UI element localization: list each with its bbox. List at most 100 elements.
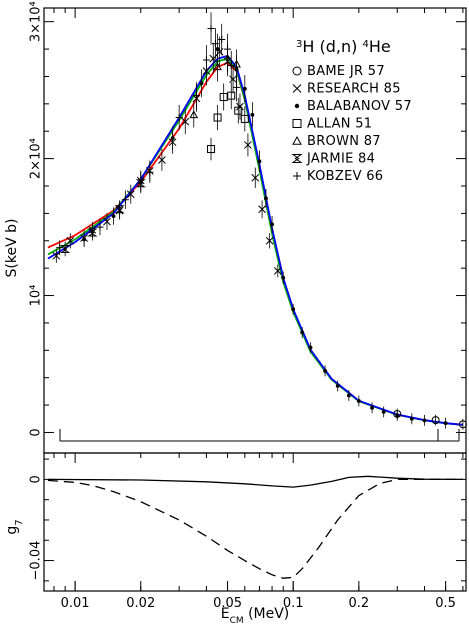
x-tick-label: 0.02 xyxy=(126,596,155,611)
data-point-dot xyxy=(257,159,262,164)
legend-symbol-square xyxy=(292,119,302,128)
data-point-dot xyxy=(111,214,116,219)
data-point-dot xyxy=(199,81,204,86)
data-point-cross xyxy=(251,173,260,182)
bottom-plot-frame xyxy=(43,452,467,592)
data-point-dot xyxy=(291,307,296,312)
data-point-cross xyxy=(126,190,135,199)
data-point-dot xyxy=(422,418,427,423)
data-point-cross xyxy=(52,251,61,260)
data-point-cross xyxy=(229,75,237,84)
y-axis-label-bottom: g7 xyxy=(4,519,25,534)
legend-label: JARMIE 84 xyxy=(306,152,375,167)
top-data-points xyxy=(52,12,467,430)
legend-label: RESEARCH 85 xyxy=(307,82,401,97)
data-point-hourglass xyxy=(87,228,98,237)
legend-label: BAME JR 57 xyxy=(307,64,385,79)
data-point-plus xyxy=(56,244,64,252)
data-point-plus xyxy=(175,114,183,122)
data-point-plus xyxy=(218,35,226,43)
data-point-cross xyxy=(181,117,190,126)
data-point-square xyxy=(227,91,236,100)
data-point-hourglass xyxy=(114,205,125,214)
y-tick-label-bottom: −0.04 xyxy=(29,541,44,581)
y-tick-label-top: 10⁴ xyxy=(29,285,44,307)
data-point-cross xyxy=(158,156,166,164)
data-point-dot xyxy=(323,368,327,373)
g7-curve-dashed xyxy=(47,478,463,579)
data-point-plus xyxy=(96,223,104,231)
data-point-square xyxy=(213,113,222,122)
data-point-cross xyxy=(244,141,252,149)
top-x-ticks xyxy=(53,8,464,442)
data-point-dot xyxy=(300,330,305,335)
legend-symbol-circle xyxy=(292,66,302,76)
y-tick-label-top: 0 xyxy=(29,428,44,436)
legend-label: BALABANOV 57 xyxy=(307,99,412,114)
legend-symbol-cross xyxy=(292,84,302,93)
data-point-square xyxy=(219,93,228,101)
chart-title: 3H (d,n) 4He xyxy=(296,37,391,56)
x-tick-label: 0.01 xyxy=(61,596,90,611)
data-point-plus xyxy=(207,25,215,33)
data-point-dot xyxy=(215,47,220,52)
data-point-dot xyxy=(335,383,340,388)
data-point-plus xyxy=(227,62,235,70)
x-tick-label: 0.2 xyxy=(348,596,369,611)
top-panel: 3H (d,n) 4He S(keV b) 0 10⁴ 2×10⁴ 3×10⁴ BAM… xyxy=(4,1,467,454)
data-point-cross xyxy=(66,236,75,245)
data-point-dot xyxy=(356,399,361,403)
bottom-ticks: 0.01 0.02 0.05 0.1 0.2 0.5 0 −0.04 xyxy=(29,453,466,611)
y-axis-label-top: S(keV b) xyxy=(4,219,20,278)
data-point-dot xyxy=(381,409,386,414)
data-point-dot xyxy=(308,345,313,350)
data-point-dot xyxy=(370,405,375,410)
y-tick-label-bottom: 0 xyxy=(29,475,44,483)
data-point-dot xyxy=(346,393,351,398)
data-point-dot xyxy=(170,136,175,141)
legend-symbol-triangle xyxy=(292,135,302,145)
data-point-dot xyxy=(443,421,448,426)
x-tick-label: 0.05 xyxy=(213,596,242,611)
data-point-cross xyxy=(236,102,244,111)
data-point-triangle xyxy=(189,110,199,119)
x-tick-label: 0.1 xyxy=(283,596,304,611)
data-point-plus xyxy=(202,56,210,64)
g7-curve-solid xyxy=(47,475,463,488)
legend-label: ALLAN 51 xyxy=(307,117,372,132)
data-point-plus xyxy=(211,40,219,48)
legend: BAME JR 57 RESEARCH 85 BALABANOV 57 ALLAN 5… xyxy=(291,64,412,184)
data-point-plus xyxy=(146,168,154,176)
data-point-plus xyxy=(233,83,241,91)
data-point-dot xyxy=(270,222,274,227)
legend-symbol-plus xyxy=(293,172,301,180)
data-point-dot xyxy=(264,196,268,201)
bottom-curves xyxy=(47,475,463,579)
data-point-cross xyxy=(273,267,282,275)
legend-label: KOBZEV 66 xyxy=(307,169,383,184)
fit-curve xyxy=(47,61,463,426)
data-point-plus xyxy=(121,196,129,204)
data-point-circle xyxy=(458,420,467,429)
data-point-dot xyxy=(82,237,87,242)
data-point-square xyxy=(234,106,243,115)
top-y-ticks: 0 10⁴ 2×10⁴ 3×10⁴ xyxy=(29,1,466,437)
data-point-cross xyxy=(103,217,111,226)
y-tick-label-top: 2×10⁴ xyxy=(29,138,44,179)
data-point-triangle xyxy=(213,62,222,71)
x-axis-label: ECM (MeV) xyxy=(221,606,290,625)
data-point-dot xyxy=(242,86,247,91)
legend-label: BROWN 87 xyxy=(307,134,381,149)
data-point-square xyxy=(207,145,216,154)
data-point-dot xyxy=(281,275,286,280)
data-point-cross xyxy=(258,205,266,214)
data-point-cross xyxy=(265,236,274,245)
data-point-square xyxy=(240,114,249,123)
legend-symbol-dot xyxy=(294,103,300,109)
data-point-dot xyxy=(395,413,400,418)
x-tick-label: 0.5 xyxy=(435,596,456,611)
data-point-circle xyxy=(431,416,440,425)
data-point-dot xyxy=(409,416,414,421)
top-plot-frame xyxy=(43,7,467,454)
